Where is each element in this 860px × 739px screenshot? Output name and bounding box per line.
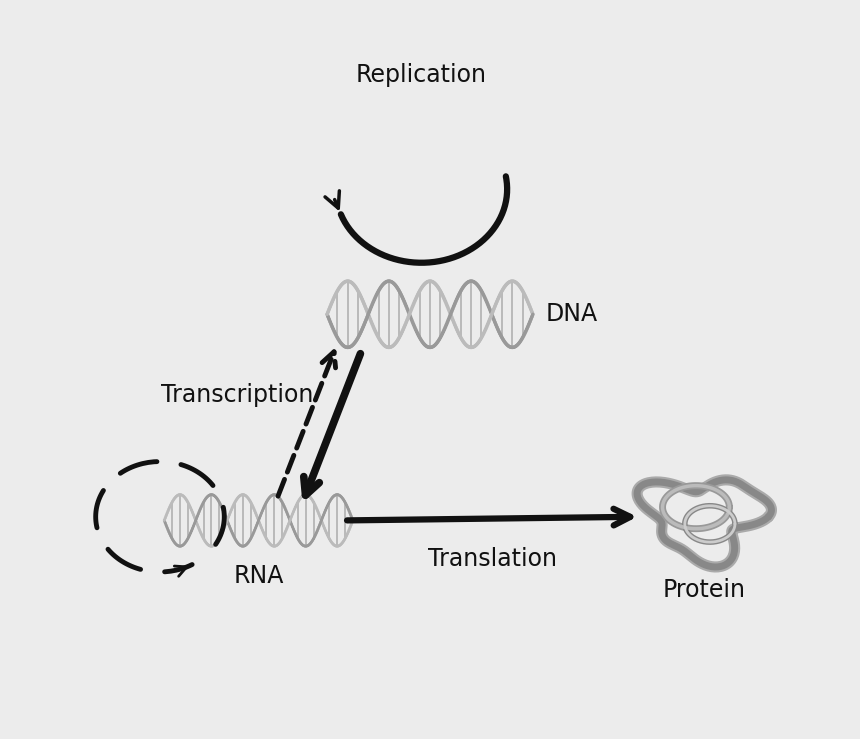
Text: RNA: RNA bbox=[233, 564, 284, 588]
Text: Protein: Protein bbox=[663, 579, 746, 602]
Text: Replication: Replication bbox=[356, 63, 487, 87]
Text: DNA: DNA bbox=[546, 302, 598, 327]
Text: Transcription: Transcription bbox=[161, 384, 313, 407]
Text: Translation: Translation bbox=[427, 547, 556, 571]
